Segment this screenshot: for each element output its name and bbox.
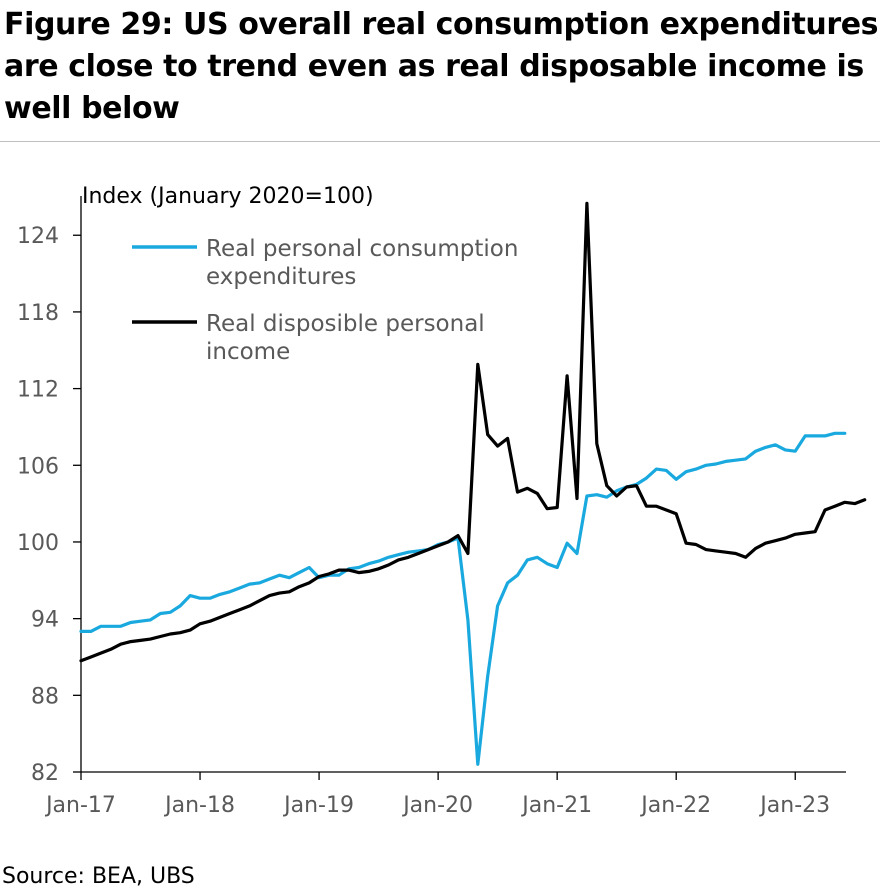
- y-tick-label: 106: [17, 454, 59, 479]
- y-tick-label: 94: [31, 608, 59, 633]
- title-divider: [0, 141, 880, 142]
- x-axis: Jan-17 Jan-18 Jan-19 Jan-20 Jan-21 Jan-22 Jan-…: [44, 772, 830, 818]
- y-tick-label: 82: [31, 761, 59, 786]
- figure-title: Figure 29: US overall real consumption e…: [4, 7, 879, 126]
- series-line-consumption: [79, 431, 847, 766]
- y-tick-label: 124: [17, 224, 59, 249]
- x-tick-label: Jan-17: [44, 793, 116, 818]
- x-tick-label: Jan-18: [163, 793, 235, 818]
- legend-label-consumption: Real personal consumption expenditures: [206, 236, 518, 290]
- x-tick-label: Jan-21: [520, 793, 592, 818]
- series-lines: [79, 201, 867, 766]
- legend: Real personal consumption expenditures Re…: [132, 236, 518, 365]
- source-note: Source: BEA, UBS: [2, 864, 195, 889]
- y-tick-label: 112: [17, 378, 59, 403]
- x-tick-label: Jan-23: [758, 793, 830, 818]
- x-tick-label: Jan-20: [401, 793, 473, 818]
- x-tick-label: Jan-22: [639, 793, 711, 818]
- x-tick-label: Jan-19: [282, 793, 354, 818]
- y-axis: 82 88 94 100 106 112 118 124: [17, 224, 81, 786]
- y-tick-label: 88: [31, 684, 59, 709]
- y-axis-label: Index (January 2020=100): [82, 184, 374, 209]
- y-tick-label: 118: [17, 301, 59, 326]
- y-tick-label: 100: [17, 531, 59, 556]
- legend-label-income: Real disposible personal income: [206, 311, 485, 365]
- series-line-income: [79, 201, 867, 663]
